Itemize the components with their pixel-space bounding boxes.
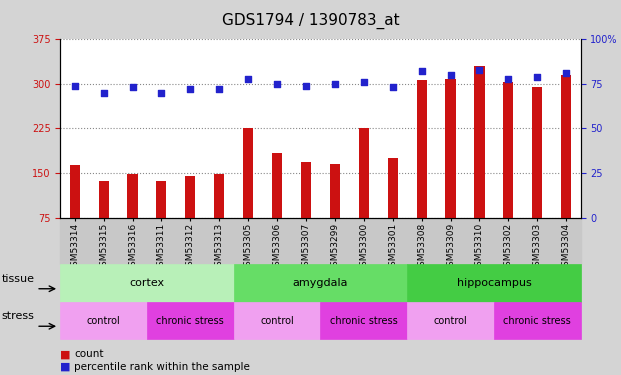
Text: control: control <box>433 316 468 326</box>
Point <box>474 67 484 73</box>
Text: percentile rank within the sample: percentile rank within the sample <box>74 362 250 372</box>
Bar <box>561 75 571 217</box>
Bar <box>243 128 253 217</box>
Bar <box>532 87 542 218</box>
Text: ■: ■ <box>60 362 71 372</box>
Bar <box>417 80 427 218</box>
Text: control: control <box>87 316 120 326</box>
Bar <box>272 153 282 218</box>
Text: count: count <box>74 350 104 359</box>
Text: control: control <box>260 316 294 326</box>
Bar <box>388 158 398 218</box>
Bar <box>70 165 79 218</box>
Point <box>301 83 311 89</box>
Text: stress: stress <box>1 311 34 321</box>
Bar <box>445 79 456 218</box>
Point <box>70 83 79 89</box>
Bar <box>359 128 369 217</box>
Text: GDS1794 / 1390783_at: GDS1794 / 1390783_at <box>222 13 399 29</box>
Bar <box>214 174 224 217</box>
Point <box>504 76 514 82</box>
Point <box>272 81 282 87</box>
Text: amygdala: amygdala <box>292 278 348 288</box>
Point <box>156 90 166 96</box>
Text: tissue: tissue <box>1 274 34 284</box>
Bar <box>301 162 311 218</box>
Point <box>127 84 137 90</box>
Text: hippocampus: hippocampus <box>456 278 532 288</box>
Point <box>417 68 427 74</box>
Bar <box>156 181 166 218</box>
Bar <box>127 174 138 217</box>
Text: ■: ■ <box>60 350 71 359</box>
Text: chronic stress: chronic stress <box>156 316 224 326</box>
Text: chronic stress: chronic stress <box>504 316 571 326</box>
Bar <box>185 176 196 218</box>
Bar <box>99 181 109 218</box>
Point <box>446 72 456 78</box>
Point <box>99 90 109 96</box>
Bar <box>330 164 340 218</box>
Point <box>214 86 224 92</box>
Point <box>330 81 340 87</box>
Point <box>388 84 397 90</box>
Point <box>359 79 369 85</box>
Point <box>185 86 195 92</box>
Point <box>561 70 571 76</box>
Bar <box>474 66 484 218</box>
Point <box>532 74 542 80</box>
Text: chronic stress: chronic stress <box>330 316 397 326</box>
Text: cortex: cortex <box>129 278 165 288</box>
Bar <box>503 82 514 218</box>
Point <box>243 76 253 82</box>
